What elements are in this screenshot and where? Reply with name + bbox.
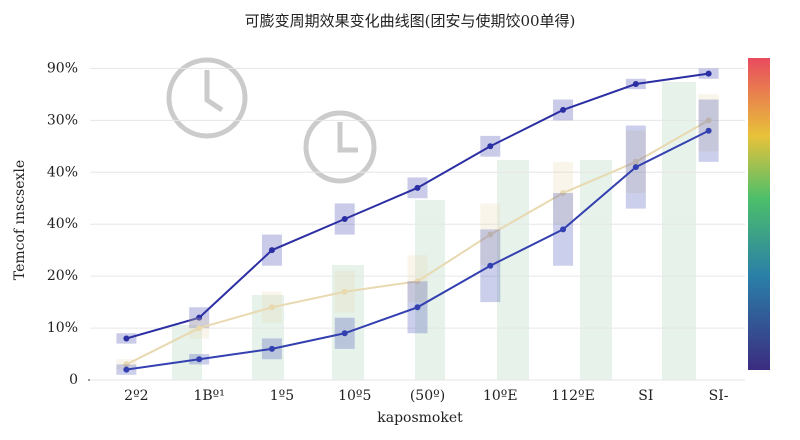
point [414, 304, 421, 311]
point [560, 226, 567, 233]
point [705, 70, 712, 77]
point [632, 80, 639, 87]
point [705, 127, 712, 134]
y-tick-label: 40% [47, 164, 78, 180]
y-tick-label: 0 [69, 372, 78, 388]
point [560, 106, 567, 113]
point [123, 366, 130, 373]
point [268, 304, 275, 311]
point [487, 143, 494, 150]
point [268, 345, 275, 352]
point [705, 117, 712, 124]
decor [166, 57, 696, 380]
x-axis-label: kaposmoket [377, 410, 463, 426]
x-tick-label: 1º5 [270, 388, 294, 404]
y-axis-label: Temcof ınscsexle [12, 160, 28, 280]
point [341, 216, 348, 222]
point [196, 325, 203, 332]
point [341, 288, 348, 295]
y-tick-label: 90% [47, 60, 78, 76]
chart-title: 可膨变周期效果变化曲线图(团安与使期饺00单得) [245, 12, 576, 30]
x-tick-label: 2º2 [124, 388, 148, 404]
y-tick-label: 20% [47, 268, 78, 284]
y-tick-label: 10% [47, 320, 78, 336]
x-tick-label: 1Bº¹ [193, 388, 224, 404]
x-tick-label: 112ºE [551, 388, 595, 404]
x-tick-label: SI- [709, 388, 729, 404]
x-tick-label: (50º) [410, 388, 445, 404]
y-tick-label: 40% [47, 216, 78, 232]
point [196, 356, 203, 363]
y-tick-label: 30% [47, 112, 78, 128]
point [560, 190, 567, 197]
point [632, 164, 639, 171]
colorbar [748, 58, 770, 370]
point [123, 361, 130, 368]
point [487, 262, 494, 269]
point [196, 314, 203, 321]
point [487, 231, 494, 238]
x-tick-label: 10º5 [338, 388, 371, 404]
point [341, 330, 348, 337]
x-tick-label: SI [638, 388, 653, 404]
point [123, 335, 130, 342]
point [414, 184, 421, 191]
point [632, 158, 639, 165]
x-tick-label: 10ºE [483, 388, 518, 404]
point [414, 278, 421, 285]
point [268, 247, 275, 254]
